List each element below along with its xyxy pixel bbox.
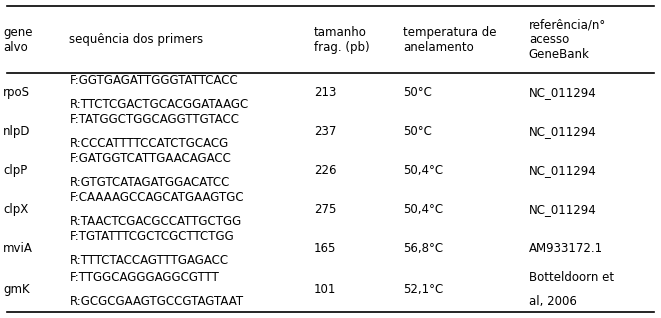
Text: tamanho
frag. (pb): tamanho frag. (pb) xyxy=(314,26,369,54)
Text: AM933172.1: AM933172.1 xyxy=(529,242,603,255)
Text: 50°C: 50°C xyxy=(403,86,432,99)
Text: clpP: clpP xyxy=(3,164,28,177)
Text: NC_011294: NC_011294 xyxy=(529,86,596,99)
Text: 50,4°C: 50,4°C xyxy=(403,203,444,216)
Text: nlpD: nlpD xyxy=(3,125,31,138)
Text: 56,8°C: 56,8°C xyxy=(403,242,444,255)
Text: F:GGTGAGATTGGGTATTCACC: F:GGTGAGATTGGGTATTCACC xyxy=(69,74,238,87)
Text: 226: 226 xyxy=(314,164,336,177)
Text: NC_011294: NC_011294 xyxy=(529,164,596,177)
Text: referência/n°
acesso
GeneBank: referência/n° acesso GeneBank xyxy=(529,18,606,61)
Text: NC_011294: NC_011294 xyxy=(529,125,596,138)
Text: R:TTCTCGACTGCACGGATAAGC: R:TTCTCGACTGCACGGATAAGC xyxy=(69,98,249,111)
Text: R:TTTCTACCAGTTTGAGACC: R:TTTCTACCAGTTTGAGACC xyxy=(69,254,229,267)
Text: R:GTGTCATAGATGGACATCC: R:GTGTCATAGATGGACATCC xyxy=(69,176,230,189)
Text: rpoS: rpoS xyxy=(3,86,30,99)
Text: F:TATGGCTGGCAGGTTGTACC: F:TATGGCTGGCAGGTTGTACC xyxy=(69,113,239,126)
Text: R:CCCATTTTCCATCTGCACG: R:CCCATTTTCCATCTGCACG xyxy=(69,137,229,150)
Text: F:GATGGTCATTGAACAGACC: F:GATGGTCATTGAACAGACC xyxy=(69,152,231,165)
Text: F:CAAAAGCCAGCATGAAGTGC: F:CAAAAGCCAGCATGAAGTGC xyxy=(69,191,244,204)
Text: 165: 165 xyxy=(314,242,336,255)
Text: F:TGTATTTCGCTCGCTTCTGG: F:TGTATTTCGCTCGCTTCTGG xyxy=(69,230,234,243)
Text: sequência dos primers: sequência dos primers xyxy=(69,33,204,46)
Text: gene
alvo: gene alvo xyxy=(3,26,33,54)
Text: 101: 101 xyxy=(314,283,336,296)
Text: temperatura de
anelamento: temperatura de anelamento xyxy=(403,26,496,54)
Text: al, 2006: al, 2006 xyxy=(529,295,576,308)
Text: gmK: gmK xyxy=(3,283,30,296)
Text: NC_011294: NC_011294 xyxy=(529,203,596,216)
Text: R:TAACTCGACGCCATTGCTGG: R:TAACTCGACGCCATTGCTGG xyxy=(69,215,242,228)
Text: F:TTGGCAGGGAGGCGTTT: F:TTGGCAGGGAGGCGTTT xyxy=(69,271,219,284)
Text: 50°C: 50°C xyxy=(403,125,432,138)
Text: R:GCGCGAAGTGCCGTAGTAAT: R:GCGCGAAGTGCCGTAGTAAT xyxy=(69,295,243,308)
Text: 213: 213 xyxy=(314,86,336,99)
Text: 50,4°C: 50,4°C xyxy=(403,164,444,177)
Text: 237: 237 xyxy=(314,125,336,138)
Text: 52,1°C: 52,1°C xyxy=(403,283,444,296)
Text: mviA: mviA xyxy=(3,242,33,255)
Text: clpX: clpX xyxy=(3,203,28,216)
Text: Botteldoorn et: Botteldoorn et xyxy=(529,271,614,284)
Text: 275: 275 xyxy=(314,203,336,216)
